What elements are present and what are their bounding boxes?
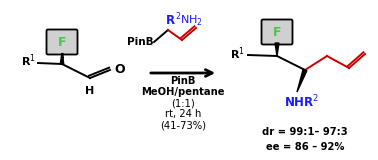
FancyBboxPatch shape [262, 20, 293, 44]
Text: F: F [58, 36, 66, 48]
Text: (41-73%): (41-73%) [160, 120, 206, 130]
Text: $^2$NH$_2$: $^2$NH$_2$ [175, 11, 203, 29]
Polygon shape [60, 53, 64, 64]
Text: NHR$^2$: NHR$^2$ [284, 94, 318, 110]
Text: H: H [85, 86, 94, 96]
Text: (1:1): (1:1) [171, 98, 195, 108]
Polygon shape [297, 69, 307, 92]
Text: O: O [114, 63, 125, 76]
Text: ee = 86 – 92%: ee = 86 – 92% [266, 142, 344, 152]
Text: R: R [166, 13, 175, 27]
Text: rt, 24 h: rt, 24 h [165, 109, 201, 119]
Text: dr = 99:1– 97:3: dr = 99:1– 97:3 [262, 127, 348, 137]
Text: R$^1$: R$^1$ [20, 53, 36, 69]
Text: R$^1$: R$^1$ [229, 46, 245, 62]
Text: F: F [273, 25, 281, 39]
Text: PinB: PinB [170, 76, 196, 86]
Text: MeOH/pentane: MeOH/pentane [141, 87, 225, 97]
Polygon shape [275, 43, 279, 56]
Text: PinB: PinB [127, 37, 154, 47]
FancyBboxPatch shape [46, 29, 77, 55]
